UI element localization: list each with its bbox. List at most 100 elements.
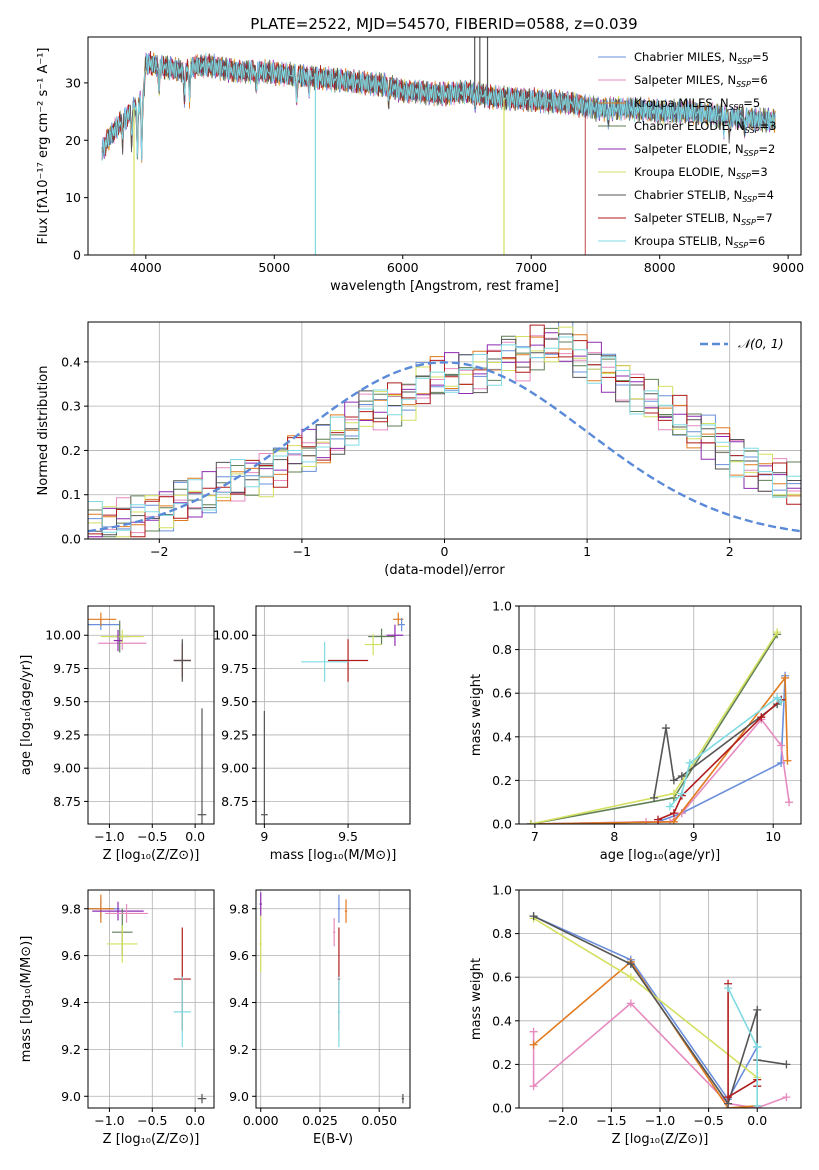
legend-entry-count: =4 (757, 188, 774, 202)
figure-title: PLATE=2522, MJD=54570, FIBERID=0588, z=0… (250, 15, 637, 33)
y-tick-label: 0.0 (492, 1101, 512, 1116)
y-tick-label: 0.8 (492, 926, 512, 941)
y-tick-label: 9.75 (53, 661, 81, 676)
legend-entry: Chabrier ELODIE, NSSP=3 (634, 119, 776, 135)
legend-entry: Kroupa ELODIE, NSSP=3 (634, 165, 768, 181)
y-tick-label: 0.4 (61, 354, 81, 369)
plus-marker (785, 798, 794, 807)
x-tick-label: 0.0 (185, 829, 205, 844)
plus-marker (529, 1040, 538, 1049)
plus-marker (626, 960, 635, 969)
normal-distribution-curve (88, 361, 801, 533)
legend-entry-subscript: SSP (736, 172, 751, 181)
y-tick-label: 10 (65, 190, 81, 205)
mass-weight-series-salpeter-miles (532, 1002, 787, 1108)
x-tick-label: −1.0 (645, 1113, 675, 1128)
y-tick-label: 9.2 (229, 1042, 249, 1057)
plus-marker (753, 1042, 762, 1051)
x-tick-label: −0.5 (693, 1113, 723, 1128)
x-tick-label: −1.0 (94, 829, 124, 844)
y-tick-label: 0.6 (492, 686, 512, 701)
legend-entry-count: =5 (752, 50, 769, 64)
legend-entry-count: =5 (743, 96, 760, 110)
histogram-series-kroupa-stelib (88, 336, 801, 538)
plus-marker (781, 673, 790, 682)
x-tick-label: 8 (610, 829, 618, 844)
x-tick-label: −0.5 (137, 829, 167, 844)
plus-marker (650, 793, 659, 802)
plot-area (526, 628, 794, 824)
y-tick-label: 9.2 (61, 1042, 81, 1057)
x-tick-label: −0.5 (137, 1113, 167, 1128)
histogram-series-salpeter-stelib (88, 324, 801, 538)
plus-marker (665, 802, 674, 811)
y-tick-label: 0.8 (492, 642, 512, 657)
legend-entry: Salpeter ELODIE, NSSP=2 (634, 142, 775, 158)
axes-frame (87, 605, 215, 825)
y-tick-label: 10.00 (45, 628, 81, 643)
legend-entry-subscript: SSP (745, 126, 760, 135)
plot-area (88, 612, 207, 824)
data-point (327, 639, 369, 682)
y-tick-label: 0.1 (61, 487, 81, 502)
mass-weight-series-chabrier-stelib (533, 915, 787, 1106)
y-tick-label: 9.4 (61, 995, 81, 1010)
plus-marker (669, 789, 678, 798)
x-tick-label: −1.0 (94, 1113, 124, 1128)
y-tick-label: 0.6 (492, 970, 512, 985)
x-tick-label: 0 (441, 544, 449, 559)
y-tick-label: 1.0 (492, 599, 512, 614)
spectrum-legend: Chabrier MILES, N SSP =5 Salpeter MILES, N S… (598, 50, 776, 250)
y-axis-label: Flux [fλ10⁻¹⁷ erg cm⁻² s⁻¹ A⁻¹] (36, 48, 51, 245)
x-tick-label: 6000 (387, 260, 419, 275)
x-tick-label: 0.0 (185, 1113, 205, 1128)
y-tick-label: 0.3 (61, 399, 81, 414)
y-tick-label: 9.50 (221, 694, 249, 709)
x-tick-label: 0.0 (747, 1113, 767, 1128)
axes-frame (518, 605, 802, 825)
legend-entry-label: Kroupa ELODIE, N (634, 165, 736, 179)
x-axis-label: age [log₁₀(age/yr)] (600, 848, 721, 863)
legend-entry-label: Salpeter STELIB, N (634, 211, 741, 225)
x-tick-label: 0.025 (302, 1113, 338, 1128)
data-point (113, 629, 123, 652)
x-tick-label: 2 (726, 544, 734, 559)
x-tick-label: 7 (531, 829, 539, 844)
y-tick-label: 9.6 (61, 948, 81, 963)
plus-marker (526, 820, 535, 824)
x-axis-label: Z [log₁₀(Z/Z⊙)] (103, 848, 200, 863)
axes-frame (87, 889, 215, 1109)
x-axis-label: mass [log₁₀(M/M⊙)] (270, 848, 397, 863)
legend-entry-label: Salpeter MILES, N (634, 73, 736, 87)
x-axis-label: E(B-V) (313, 1132, 353, 1147)
plus-marker (783, 756, 792, 765)
legend-entry-label: Kroupa MILES, N (634, 96, 729, 110)
plus-marker (753, 1005, 762, 1014)
data-point (261, 711, 268, 824)
plus-marker (529, 1027, 538, 1036)
residual-histogram-panel: −2 −1 0 1 2 0.0 0.1 0.2 0.3 0.4 (data-model)/error… (36, 321, 802, 578)
plus-marker (661, 724, 670, 733)
y-tick-label: 10.00 (213, 628, 249, 643)
legend-entry: 𝒩(0, 1) (738, 336, 784, 351)
data-point (88, 612, 117, 626)
legend-entry-label: Chabrier MILES, N (634, 50, 737, 64)
y-axis-label: mass [log₁₀(M/M⊙)] (19, 936, 34, 1063)
legend-entry-label: Kroupa STELIB, N (634, 234, 734, 248)
axes-frame (255, 605, 411, 825)
y-tick-label: 9.0 (229, 1089, 249, 1104)
x-tick-label: 0.050 (361, 1113, 397, 1128)
x-tick-label: 5000 (258, 260, 290, 275)
data-point (173, 639, 191, 682)
x-tick-label: 1 (583, 544, 591, 559)
y-tick-label: 0.2 (492, 1057, 512, 1072)
plus-marker (677, 789, 686, 798)
legend-entry-count: =3 (751, 165, 768, 179)
data-point (92, 901, 144, 921)
plus-marker (626, 999, 635, 1008)
legend-entry: Kroupa MILES, NSSP=5 (634, 96, 760, 112)
plot-area (88, 322, 801, 538)
data-point (344, 899, 348, 923)
y-axis-label: age [log₁₀(age/yr)] (19, 655, 34, 776)
